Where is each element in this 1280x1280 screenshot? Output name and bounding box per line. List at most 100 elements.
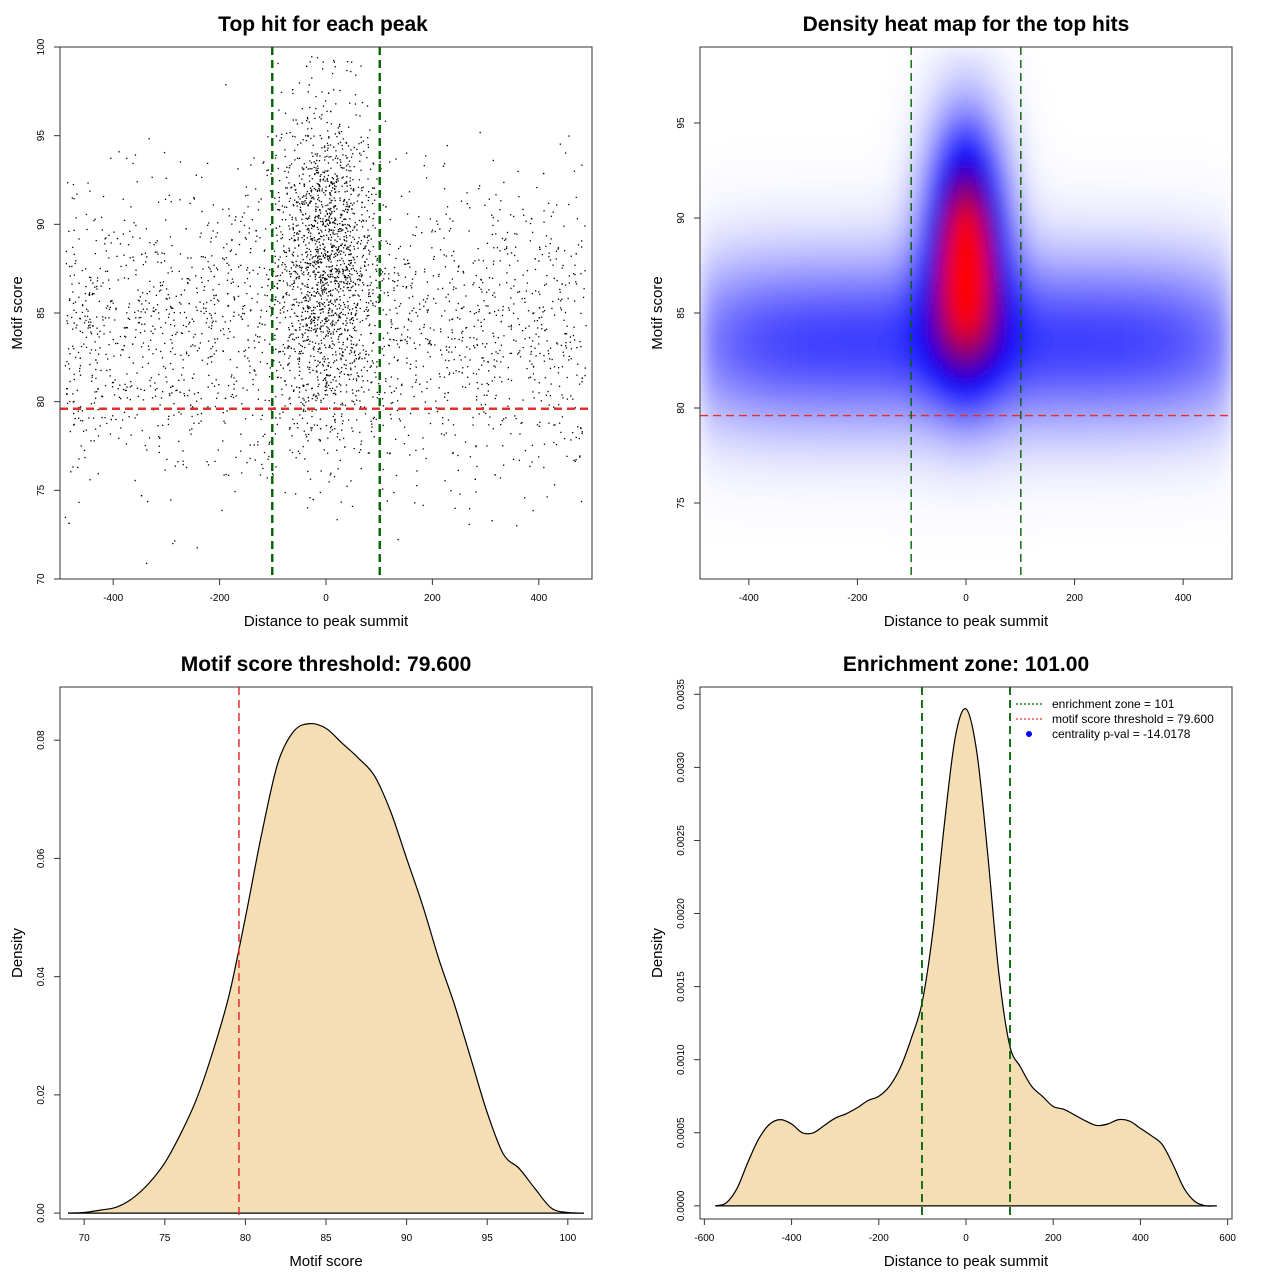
scatter-point	[285, 266, 287, 268]
scatter-point	[333, 89, 335, 91]
heatmap-cell	[795, 536, 808, 548]
scatter-point	[353, 202, 355, 204]
scatter-point	[307, 366, 309, 368]
scatter-point	[264, 228, 267, 230]
scatter-point	[350, 335, 353, 338]
scatter-point	[352, 267, 354, 270]
scatter-point	[445, 296, 447, 298]
scatter-point	[325, 225, 327, 228]
scatter-point	[319, 261, 322, 263]
scatter-point	[303, 408, 305, 411]
scatter-point	[421, 391, 423, 393]
scatter-point	[223, 420, 225, 422]
scatter-point	[100, 216, 103, 218]
heatmap-cell	[731, 483, 744, 495]
heatmap-cell	[923, 376, 935, 389]
heatmap-cell	[827, 121, 840, 133]
scatter-point	[302, 203, 304, 205]
scatter-point	[319, 155, 321, 157]
heatmap-cell	[923, 110, 935, 123]
scatter-point	[78, 406, 80, 409]
scatter-point	[576, 347, 578, 349]
scatter-point	[499, 284, 501, 286]
scatter-point	[360, 267, 362, 269]
scatter-point	[464, 386, 467, 389]
scatter-point	[268, 455, 270, 458]
scatter-point	[528, 325, 530, 327]
scatter-point	[491, 352, 493, 355]
heatmap-cell	[785, 493, 797, 506]
scatter-point	[538, 317, 540, 319]
scatter-point	[207, 357, 209, 359]
heatmap-cell	[944, 493, 957, 506]
scatter-point	[519, 433, 521, 435]
scatter-point	[118, 396, 121, 399]
scatter-point	[326, 155, 328, 157]
scatter-point	[209, 268, 211, 270]
scatter-point	[134, 336, 137, 339]
scatter-point	[445, 213, 447, 215]
scatter-point	[491, 380, 493, 382]
scatter-point	[334, 255, 337, 257]
scatter-point	[365, 350, 367, 353]
scatter-point	[472, 345, 475, 347]
scatter-point	[329, 270, 331, 272]
scatter-point	[230, 282, 232, 284]
heatmap-cell	[700, 525, 712, 538]
scatter-point	[499, 250, 501, 252]
scatter-point	[199, 342, 202, 344]
scatter-point	[494, 341, 497, 344]
scatter-point	[351, 505, 354, 508]
scatter-point	[317, 183, 320, 185]
scatter-point	[330, 213, 332, 215]
scatter-point	[334, 305, 337, 307]
scatter-point	[371, 350, 373, 352]
scatter-point	[302, 258, 304, 261]
scatter-point	[356, 343, 358, 345]
scatter-point	[492, 294, 494, 297]
scatter-point	[531, 292, 534, 295]
scatter-point	[352, 229, 354, 231]
scatter-point	[360, 221, 363, 223]
heatmap-cell	[795, 483, 808, 495]
scatter-point	[149, 385, 152, 387]
heatmap-cell	[785, 153, 797, 165]
heatmap-cell	[700, 227, 712, 240]
heatmap-cell	[731, 174, 744, 187]
heatmap-cell	[795, 440, 808, 453]
heatmap-cell	[848, 153, 861, 165]
scatter-point	[226, 243, 228, 245]
scatter-point	[94, 218, 96, 220]
heatmap-cell	[753, 110, 765, 123]
scatter-point	[338, 376, 341, 378]
scatter-point	[132, 162, 134, 165]
scatter-point	[126, 373, 128, 375]
heatmap-cell	[923, 206, 935, 219]
scatter-point	[343, 210, 346, 212]
heatmap-cell	[817, 398, 829, 410]
heatmap-cell	[731, 302, 744, 314]
scatter-point	[437, 223, 439, 225]
heatmap-cell	[880, 461, 893, 474]
scatter-point	[290, 347, 292, 349]
scatter-point	[308, 180, 311, 182]
scatter-point	[372, 289, 374, 291]
scatter-point	[79, 374, 82, 376]
scatter-point	[199, 301, 201, 303]
scatter-point	[396, 400, 399, 402]
scatter-point	[396, 343, 399, 345]
scatter-point	[344, 223, 346, 226]
scatter-point	[285, 292, 287, 295]
heatmap-cell	[742, 259, 754, 272]
scatter-point	[360, 449, 362, 451]
scatter-point	[143, 389, 146, 392]
scatter-point	[180, 413, 182, 415]
scatter-point	[164, 198, 167, 201]
scatter-point	[316, 327, 318, 330]
scatter-point	[97, 388, 99, 390]
scatter-point	[426, 311, 429, 313]
scatter-point	[305, 436, 308, 438]
heatmap-cell	[763, 568, 776, 579]
scatter-point	[324, 390, 326, 392]
scatter-point	[318, 197, 320, 199]
